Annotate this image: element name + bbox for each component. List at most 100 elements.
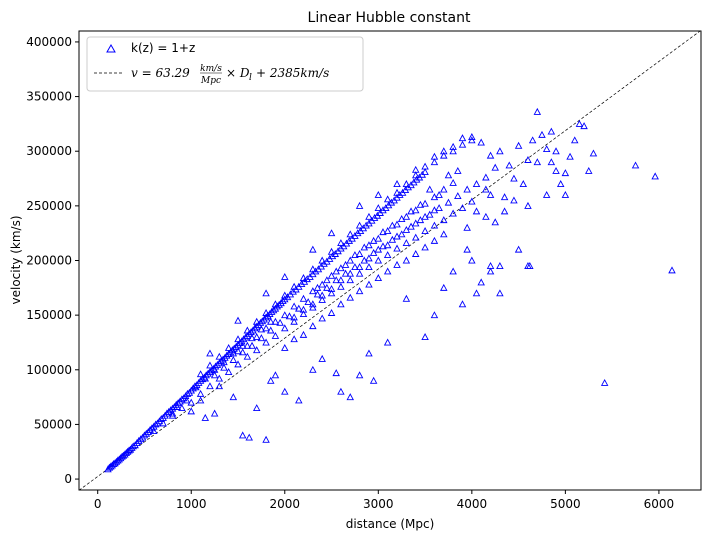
scatter-point	[251, 324, 259, 332]
y-tick-label: 0	[64, 472, 72, 486]
scatter-point	[313, 283, 322, 291]
scatter-point	[528, 136, 537, 144]
scatter-point	[327, 289, 336, 297]
scatter-point	[252, 317, 261, 325]
y-tick-label: 350000	[26, 90, 72, 104]
scatter-point	[108, 461, 116, 469]
scatter-point	[491, 163, 499, 171]
y-tick-label: 150000	[26, 308, 72, 322]
scatter-point	[510, 174, 518, 182]
x-tick-label: 3000	[363, 497, 394, 511]
scatter-point	[482, 212, 490, 220]
y-axis-ticks: 0 50000 100000 150000 200000 250000 300000 3500…	[26, 35, 79, 486]
scatter-point	[463, 223, 471, 231]
scatter-point	[402, 256, 411, 264]
scatter-point	[299, 294, 308, 302]
scatter-point	[245, 329, 253, 337]
scatter-point	[262, 313, 270, 321]
scatter-point	[136, 435, 145, 443]
scatter-point	[309, 300, 317, 308]
scatter-point	[388, 235, 397, 243]
scatter-point	[444, 171, 453, 179]
scatter-point	[393, 188, 401, 196]
scatter-point	[215, 374, 224, 382]
scatter-point	[290, 282, 298, 290]
scatter-point	[299, 330, 308, 338]
scatter-point	[258, 317, 267, 325]
scatter-point	[463, 245, 471, 253]
scatter-point	[332, 267, 340, 275]
scatter-point	[411, 249, 420, 257]
scatter-point	[397, 230, 406, 238]
scatter-point	[161, 411, 169, 419]
scatter-point	[580, 122, 588, 130]
legend-scatter-label: k(z) = 1+z	[131, 41, 195, 55]
scatter-point	[243, 341, 252, 349]
scatter-point	[196, 370, 205, 378]
scatter-point	[353, 229, 362, 237]
scatter-point	[346, 269, 355, 277]
scatter-point	[138, 433, 147, 441]
scatter-point	[266, 376, 275, 384]
scatter-point	[183, 389, 192, 397]
legend-fraction-denominator: Mpc	[200, 76, 221, 86]
scatter-point	[379, 242, 387, 250]
scatter-point	[542, 190, 551, 198]
scatter-point	[234, 360, 242, 368]
y-tick-label: 200000	[26, 254, 72, 268]
scatter-point	[187, 386, 195, 394]
scatter-point	[393, 260, 401, 268]
scatter-point	[224, 343, 233, 351]
scatter-point	[561, 190, 570, 198]
scatter-point	[262, 289, 270, 297]
scatter-point	[472, 289, 481, 297]
scatter-point	[421, 162, 429, 170]
scatter-point	[668, 266, 676, 274]
scatter-point	[472, 207, 481, 215]
scatter-point	[257, 334, 266, 342]
scatter-point	[318, 291, 326, 299]
scatter-point	[204, 369, 212, 377]
scatter-point	[458, 134, 467, 142]
scatter-point	[374, 274, 383, 281]
scatter-point	[365, 212, 373, 220]
scatter-point	[245, 433, 253, 441]
scatter-point	[345, 236, 354, 244]
scatter-point	[411, 233, 420, 241]
scatter-point	[210, 409, 219, 417]
legend: k(z) = 1+z v = 63.29 km/s Mpc × D l + 23…	[86, 36, 364, 92]
y-tick-label: 100000	[26, 363, 72, 377]
scatter-point	[109, 460, 118, 467]
scatter-point	[279, 296, 287, 304]
scatter-point	[421, 168, 429, 175]
y-tick-label: 300000	[26, 144, 72, 158]
scatter-point	[365, 263, 373, 271]
scatter-point	[575, 119, 584, 127]
scatter-point	[281, 387, 289, 395]
scatter-point	[290, 317, 298, 325]
scatter-point	[454, 192, 462, 200]
legend-line-suffix: × D	[226, 66, 250, 80]
scatter-point	[257, 325, 266, 333]
x-tick-label: 6000	[644, 497, 675, 511]
scatter-point	[355, 249, 364, 257]
x-axis-ticks: 0 1000 2000 3000 4000 5000 6000	[94, 490, 674, 511]
scatter-point	[276, 318, 284, 326]
scatter-point	[267, 307, 276, 315]
scatter-point	[252, 322, 261, 330]
scatter-point	[496, 262, 504, 269]
scatter-point	[238, 348, 247, 356]
scatter-point	[271, 331, 280, 339]
y-axis-label: velocity (km/s)	[9, 215, 23, 304]
scatter-point	[201, 374, 210, 382]
scatter-point	[163, 409, 171, 417]
scatter-point	[407, 207, 415, 215]
scatter-point	[309, 365, 317, 373]
scatter-point	[337, 387, 345, 395]
scatter-point	[396, 190, 404, 198]
scatter-point	[449, 178, 457, 186]
scatter-point	[542, 145, 551, 153]
scatter-point	[269, 306, 278, 314]
scatter-point	[229, 393, 238, 401]
scatter-point	[224, 349, 233, 357]
